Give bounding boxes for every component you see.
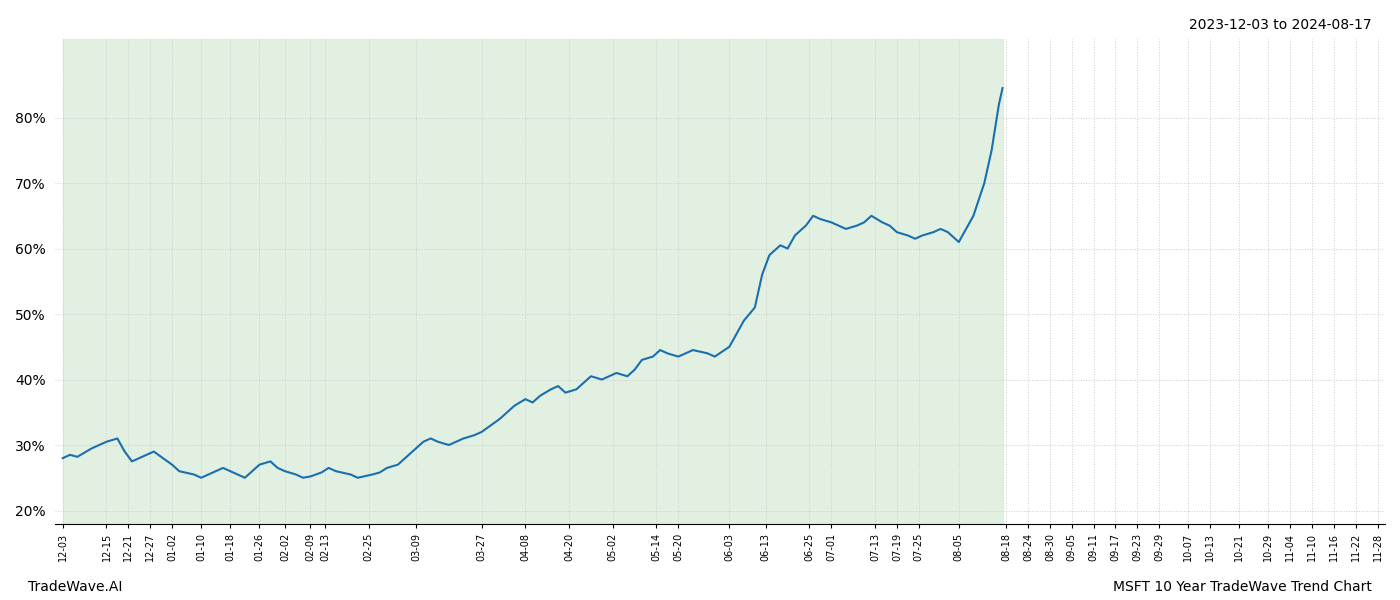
Bar <box>63 39 1002 524</box>
Text: TradeWave.AI: TradeWave.AI <box>28 580 122 594</box>
Text: 2023-12-03 to 2024-08-17: 2023-12-03 to 2024-08-17 <box>1190 18 1372 32</box>
Text: MSFT 10 Year TradeWave Trend Chart: MSFT 10 Year TradeWave Trend Chart <box>1113 580 1372 594</box>
